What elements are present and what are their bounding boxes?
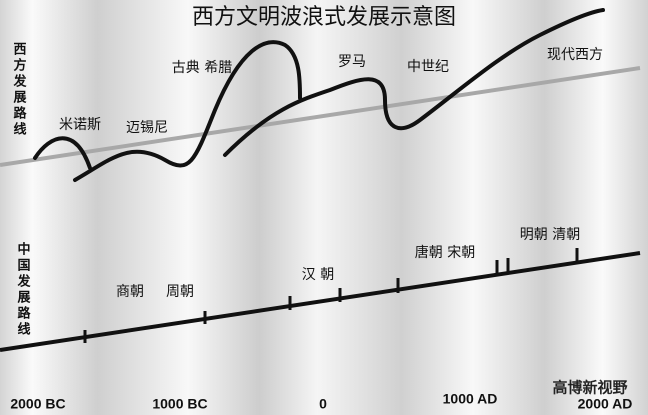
dynasty-label: 商朝 [116, 284, 144, 300]
period-label: 古典 希腊 [172, 60, 232, 76]
wave [73, 40, 302, 182]
period-label: 迈锡尼 [126, 120, 168, 136]
dynasty-label: 唐朝 宋朝 [415, 244, 475, 261]
timeline-label: 2000 BC [10, 396, 65, 412]
timeline-label: 0 [319, 396, 327, 412]
west-route-label: 西方发展路线 [11, 42, 28, 138]
timeline-label: 2000 AD [578, 396, 633, 412]
west-waves [33, 8, 605, 182]
china-ticks [83, 248, 579, 343]
timeline-label: 1000 AD [443, 391, 498, 407]
trend-line [0, 66, 641, 167]
title: 西方文明波浪式发展示意图 [192, 5, 456, 30]
dynasty-label: 汉 朝 [302, 267, 334, 283]
dynasty-label: 明朝 清朝 [520, 227, 580, 243]
dynasty-label: 周朝 [166, 284, 194, 300]
wave [223, 8, 605, 157]
timeline-label: 1000 BC [152, 396, 207, 412]
watermark: 高博新视野 [552, 379, 627, 397]
period-label: 罗马 [338, 54, 366, 70]
period-label: 米诺斯 [59, 117, 101, 133]
period-label: 中世纪 [407, 59, 449, 75]
period-label: 现代西方 [547, 47, 603, 63]
china-route-label: 中国发展路线 [15, 241, 32, 338]
china-line [0, 251, 641, 352]
wave [33, 136, 92, 170]
